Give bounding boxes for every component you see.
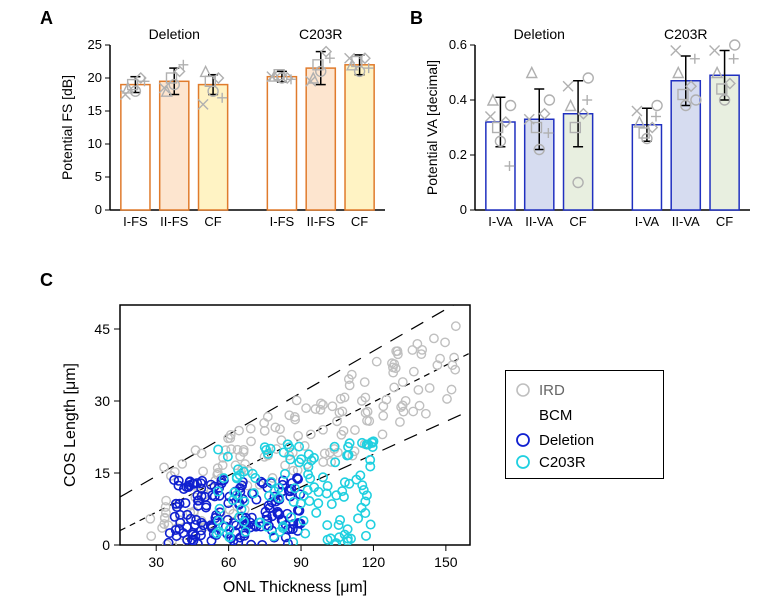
svg-text:ONL Thickness [μm]: ONL Thickness [μm] <box>223 579 367 596</box>
svg-text:150: 150 <box>434 554 458 570</box>
panel-label-c: C <box>40 270 53 291</box>
svg-text:BCM: BCM <box>539 407 572 424</box>
svg-text:30: 30 <box>148 554 164 570</box>
svg-text:60: 60 <box>221 554 237 570</box>
svg-text:I-FS: I-FS <box>123 214 148 229</box>
svg-text:20: 20 <box>88 70 102 85</box>
svg-text:I-VA: I-VA <box>635 214 660 229</box>
svg-text:Potential VA [decimal]: Potential VA [decimal] <box>424 60 440 195</box>
svg-text:II-FS: II-FS <box>307 214 335 229</box>
svg-text:II-FS: II-FS <box>160 214 188 229</box>
svg-text:90: 90 <box>293 554 309 570</box>
svg-text:5: 5 <box>95 169 102 184</box>
svg-text:0.2: 0.2 <box>449 147 467 162</box>
svg-text:CF: CF <box>204 214 221 229</box>
svg-text:15: 15 <box>88 103 102 118</box>
svg-text:0.6: 0.6 <box>449 37 467 52</box>
svg-text:I-VA: I-VA <box>488 214 513 229</box>
svg-text:0: 0 <box>102 537 110 553</box>
svg-text:II-VA: II-VA <box>672 214 700 229</box>
panel-c-legend: IRD BCM Deletion C203R <box>505 370 665 480</box>
svg-text:10: 10 <box>88 136 102 151</box>
svg-text:30: 30 <box>94 393 110 409</box>
svg-text:C203R: C203R <box>539 454 586 471</box>
svg-text:45: 45 <box>94 321 110 337</box>
panel-c-chart: 30 60 90 120 150 0 15 30 45 ONL Thickness [μm] COS… <box>55 290 485 600</box>
svg-text:C203R: C203R <box>299 26 343 42</box>
panel-a-chart: 0 5 10 15 20 25 Potential FS [dB] Deletion I-FS I… <box>55 20 395 265</box>
svg-text:25: 25 <box>88 37 102 52</box>
svg-text:CF: CF <box>569 214 586 229</box>
svg-text:COS Length [μm]: COS Length [μm] <box>62 363 79 487</box>
svg-text:CF: CF <box>351 214 368 229</box>
svg-text:0.4: 0.4 <box>449 92 467 107</box>
svg-text:Potential FS [dB]: Potential FS [dB] <box>59 75 75 180</box>
svg-text:CF: CF <box>716 214 733 229</box>
svg-text:Deletion: Deletion <box>149 26 200 42</box>
svg-text:Deletion: Deletion <box>514 26 565 42</box>
svg-text:C203R: C203R <box>664 26 708 42</box>
svg-text:II-VA: II-VA <box>525 214 553 229</box>
svg-text:0: 0 <box>95 202 102 217</box>
svg-text:15: 15 <box>94 465 110 481</box>
svg-text:120: 120 <box>362 554 386 570</box>
svg-text:0: 0 <box>460 202 467 217</box>
panel-label-a: A <box>40 8 53 29</box>
panel-b-chart: 0 0.2 0.4 0.6 Potential VA [decimal] Deletion… <box>420 20 760 265</box>
svg-text:I-FS: I-FS <box>270 214 295 229</box>
svg-text:Deletion: Deletion <box>539 432 594 449</box>
svg-text:IRD: IRD <box>539 382 565 399</box>
